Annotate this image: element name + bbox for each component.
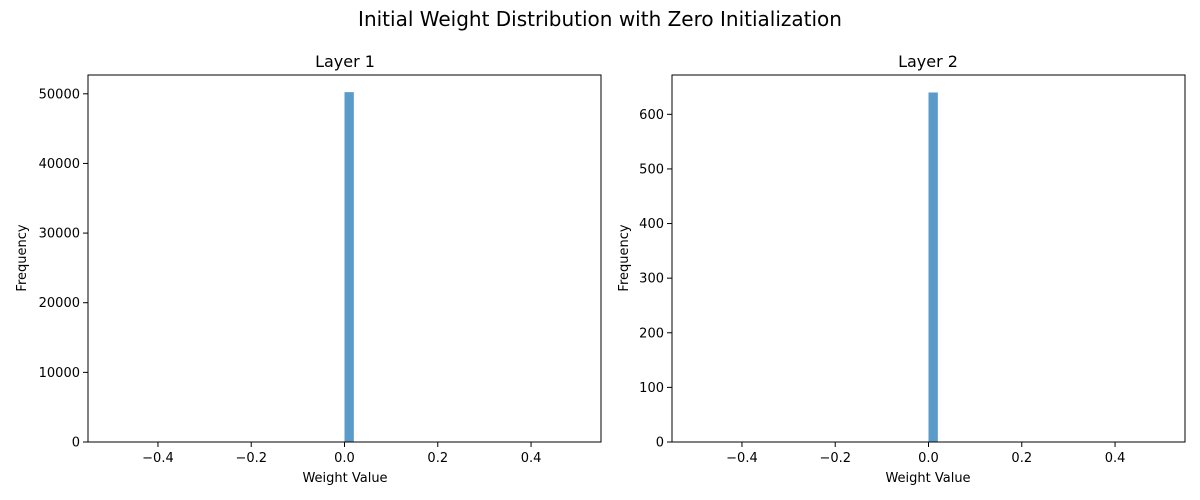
x-tick-label: 0.2 [1011,451,1032,466]
subplot-layer-1: Layer 1 −0.4 −0.2 0.0 0.2 0.4 0 10000 20000 3000… [15,52,602,486]
y-axis-label: Frequency [15,224,30,291]
subplot-layer-2: Layer 2 −0.4 −0.2 0.0 0.2 0.4 0 100 200 300 400 50… [617,52,1186,486]
x-tick-label: −0.4 [142,451,174,466]
figure-title: Initial Weight Distribution with Zero In… [358,7,842,31]
ticks-layer-2: −0.4 −0.2 0.0 0.2 0.4 0 100 200 300 400 500 600 [639,108,1125,466]
y-tick-label: 40000 [39,157,80,172]
x-axis-label: Weight Value [302,471,387,486]
x-tick-label: 0.4 [1105,451,1126,466]
ticks-layer-1: −0.4 −0.2 0.0 0.2 0.4 0 10000 20000 30000 40000 50… [39,87,542,466]
histogram-bar [928,92,938,442]
histogram-bar [344,92,354,442]
y-tick-label: 200 [639,326,664,341]
x-tick-label: −0.2 [819,451,851,466]
y-tick-label: 0 [656,436,664,451]
subplot-title: Layer 2 [898,52,958,71]
y-tick-label: 30000 [39,227,80,242]
y-tick-label: 100 [639,381,664,396]
x-axis-label: Weight Value [885,471,970,486]
plot-frame [671,74,1186,443]
y-tick-label: 600 [639,108,664,123]
y-tick-label: 300 [639,272,664,287]
y-tick-label: 400 [639,217,664,232]
plot-frame [87,74,602,443]
x-tick-label: 0.0 [334,451,355,466]
y-tick-label: 20000 [39,296,80,311]
y-axis-label: Frequency [617,224,632,291]
bars-layer-1 [344,92,354,442]
y-tick-label: 50000 [39,87,80,102]
y-tick-label: 500 [639,162,664,177]
y-tick-label: 10000 [39,366,80,381]
x-tick-label: 0.0 [918,451,939,466]
subplot-title: Layer 1 [315,52,375,71]
x-tick-label: −0.4 [726,451,758,466]
x-tick-label: 0.2 [427,451,448,466]
x-tick-label: 0.4 [521,451,542,466]
y-tick-label: 0 [72,436,80,451]
x-tick-label: −0.2 [235,451,267,466]
bars-layer-2 [928,92,938,442]
